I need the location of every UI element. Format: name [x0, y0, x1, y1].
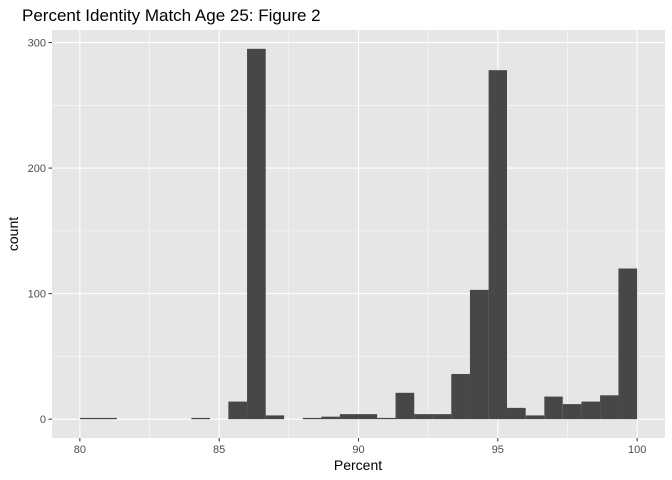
histogram-bars: [79, 48, 638, 420]
y-tick-label: 200: [28, 163, 46, 175]
histogram-bar: [191, 417, 210, 420]
histogram-bar: [247, 48, 266, 420]
x-tick-label: 85: [213, 444, 225, 456]
histogram-bar: [265, 415, 285, 420]
histogram-bar: [228, 401, 248, 420]
histogram-bar: [358, 414, 378, 420]
x-tick-label: 100: [628, 444, 646, 456]
x-axis-title: Percent: [334, 457, 382, 473]
y-axis-title: count: [5, 217, 21, 251]
histogram-bar: [79, 417, 99, 420]
histogram-bar: [600, 395, 619, 420]
x-tick-label: 80: [74, 444, 86, 456]
histogram-bar: [98, 417, 117, 420]
y-axis: 0 100 200 300: [28, 37, 52, 426]
histogram-bar: [618, 268, 638, 420]
x-tick-label: 95: [492, 444, 504, 456]
histogram-bar: [451, 373, 470, 420]
y-tick-label: 100: [28, 288, 46, 300]
x-axis: 80 85 90 95 100: [74, 438, 646, 456]
histogram-bar: [581, 401, 601, 420]
histogram-bar: [562, 404, 582, 420]
histogram-bar: [302, 417, 322, 420]
chart-title: Percent Identity Match Age 25: Figure 2: [22, 6, 321, 25]
histogram-bar: [414, 414, 433, 420]
histogram-bar: [377, 417, 396, 420]
histogram-bar: [488, 70, 508, 420]
histogram-bar: [395, 392, 415, 420]
y-tick-label: 300: [28, 37, 46, 49]
histogram-bar: [469, 289, 489, 420]
histogram-bar: [525, 415, 545, 420]
histogram-bar: [507, 407, 526, 420]
histogram-bar: [321, 416, 340, 420]
y-tick-label: 0: [40, 414, 46, 426]
histogram-bar: [432, 414, 452, 420]
histogram-bar: [544, 396, 563, 420]
x-tick-label: 90: [352, 444, 364, 456]
histogram-bar: [339, 414, 359, 420]
